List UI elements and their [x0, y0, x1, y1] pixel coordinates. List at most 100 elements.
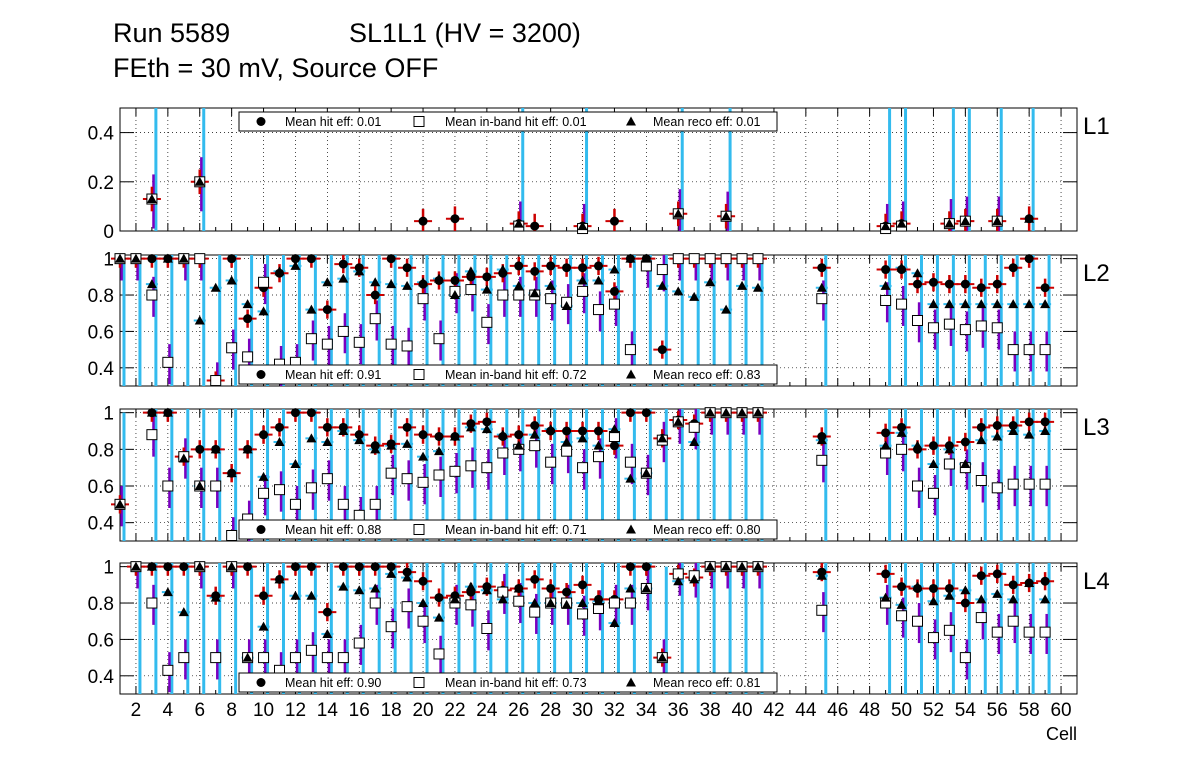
inband-marker [1023, 626, 1035, 638]
panels-group: 0 0.2 0.4 L1 Mean hit eff: 0.01 Mean in-band … [88, 107, 1110, 744]
inband-marker [226, 530, 238, 541]
legend: Mean hit eff: 0.91 Mean in-band hit eff: … [238, 364, 778, 385]
reco-marker [481, 284, 492, 294]
inband-marker [896, 443, 908, 455]
hit-marker [1024, 417, 1034, 427]
reco-marker [306, 433, 317, 443]
inband-marker [545, 293, 557, 305]
reco-marker [561, 437, 572, 446]
x-tick-label: 52 [923, 700, 944, 721]
reco-marker [370, 277, 381, 287]
x-tick-label: 20 [412, 700, 433, 721]
y-tick-label: 0.8 [88, 440, 114, 461]
x-tick-label: 40 [731, 700, 752, 721]
inband-marker [194, 253, 206, 265]
reco-marker [242, 299, 253, 309]
reco-marker [944, 299, 955, 309]
legend-reco-label: Mean reco eff: 0.83 [653, 368, 761, 382]
inband-marker [896, 610, 908, 622]
hit-marker [243, 314, 253, 324]
reco-marker [513, 280, 524, 290]
reco-marker [115, 253, 125, 263]
hit-marker [530, 421, 540, 430]
inband-marker [210, 375, 222, 387]
hit-marker [370, 290, 380, 300]
x-tick-label: 36 [668, 700, 689, 721]
inband-marker [465, 460, 477, 472]
hit-marker [913, 279, 922, 289]
inband-marker [162, 480, 174, 492]
x-tick-label: 60 [1050, 700, 1071, 721]
hit-marker [1008, 580, 1018, 590]
legend-hit-label: Mean hit eff: 0.91 [285, 368, 381, 382]
legend-box [238, 519, 778, 540]
inband-marker [577, 608, 589, 620]
hit-marker [386, 562, 396, 572]
hit-marker [530, 221, 540, 231]
inband-marker [991, 482, 1003, 494]
inband-marker [577, 285, 589, 297]
reco-marker [705, 407, 716, 417]
reco-marker [960, 459, 971, 468]
reco-marker [641, 468, 652, 478]
reco-marker [721, 561, 732, 571]
x-axis-label: Cell [1046, 724, 1077, 744]
inband-marker [513, 289, 525, 301]
hit-marker [897, 582, 907, 592]
reco-marker [402, 438, 413, 448]
inband-marker [353, 509, 365, 521]
hit-marker [641, 562, 651, 572]
reco-marker [705, 277, 716, 287]
reco-marker [322, 277, 333, 287]
legend-reco-label: Mean reco eff: 0.01 [653, 115, 761, 129]
inband-marker [337, 498, 349, 510]
reco-marker [992, 431, 1003, 441]
reco-marker [880, 280, 891, 290]
x-tick-label: 50 [891, 700, 912, 721]
hit-marker [450, 214, 460, 224]
reco-marker [434, 273, 444, 283]
inband-marker [401, 601, 413, 613]
reco-marker [593, 275, 604, 285]
hit-marker [418, 576, 428, 586]
run-title: Run 5589 [113, 18, 230, 48]
hit-marker [322, 607, 332, 617]
reco-marker [673, 576, 684, 586]
y-tick-label: 0.8 [88, 594, 114, 615]
x-tick-label: 14 [317, 700, 339, 721]
reco-marker [689, 574, 700, 584]
inband-marker [242, 351, 254, 363]
legend-hit-marker [256, 370, 266, 379]
reco-marker [816, 282, 827, 292]
reco-marker [290, 590, 301, 600]
reco-marker [944, 590, 955, 600]
reco-marker [497, 429, 508, 439]
legend-box [238, 364, 778, 385]
x-tick-label: 28 [540, 700, 561, 721]
inband-marker [577, 462, 589, 474]
markers [114, 407, 1051, 541]
reco-marker [529, 598, 540, 608]
panel-L1: 0 0.2 0.4 L1 Mean hit eff: 0.01 Mean in-band … [88, 107, 1110, 243]
panel-label: L4 [1083, 568, 1110, 595]
inband-marker [433, 648, 445, 660]
x-tick-label: 54 [955, 700, 977, 721]
x-tick-label: 30 [572, 700, 593, 721]
reco-marker [641, 583, 652, 593]
inband-marker [321, 473, 333, 485]
panel-L3: 0.4 0.6 0.8 1 L3 Mean hit eff: 0.88 Mean in-ba… [88, 404, 1110, 542]
panel-label: L3 [1083, 414, 1110, 441]
reco-marker [657, 280, 668, 290]
hit-marker [402, 263, 412, 273]
legend-hit-marker [256, 678, 266, 687]
inband-marker [1039, 478, 1051, 490]
hit-marker [992, 569, 1002, 579]
reco-marker [162, 407, 173, 417]
legend-box [238, 672, 778, 693]
hit-marker [322, 305, 332, 315]
inband-marker [289, 652, 301, 664]
inband-marker [497, 447, 509, 459]
hit-marker [1008, 263, 1018, 273]
reco-marker [816, 570, 827, 580]
reco-marker [338, 273, 349, 283]
